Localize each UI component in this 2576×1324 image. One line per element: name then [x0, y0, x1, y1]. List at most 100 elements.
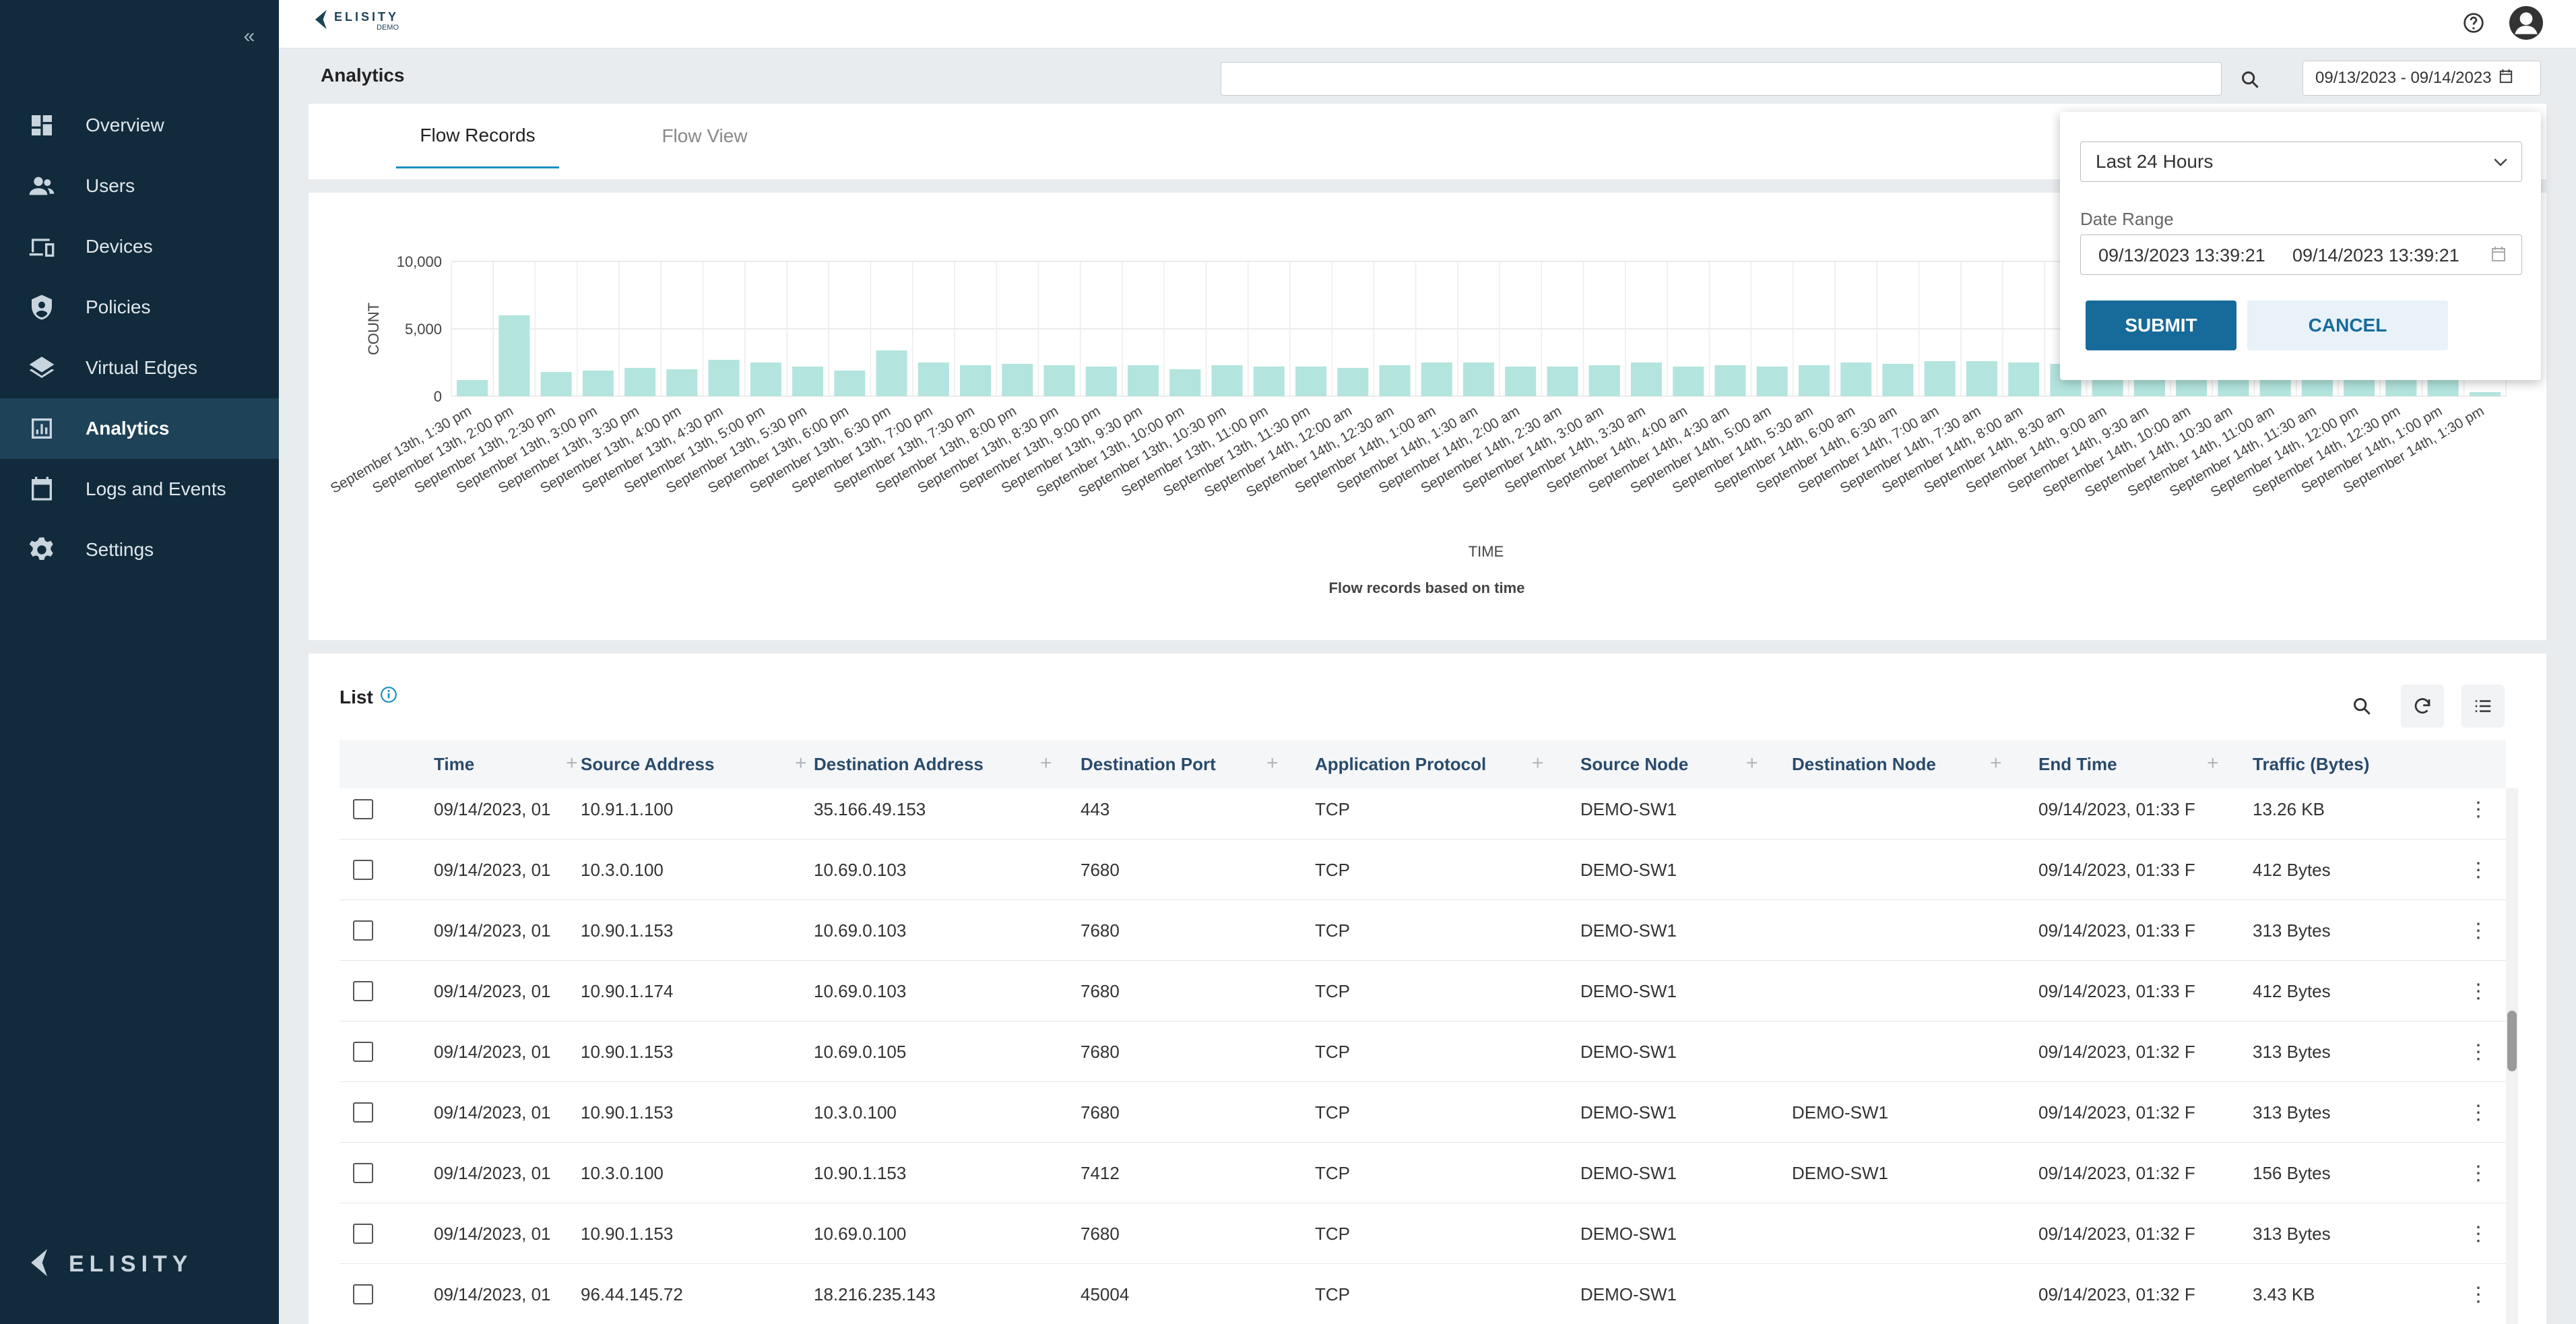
- column-header-destination-port[interactable]: Destination Port: [1081, 753, 1216, 774]
- row-checkbox[interactable]: [353, 1163, 373, 1183]
- chart-bar[interactable]: [792, 367, 824, 396]
- date-range-from[interactable]: 09/13/2023 13:39:21: [2098, 245, 2265, 265]
- column-resize-handle[interactable]: +: [1532, 752, 1544, 774]
- table-row[interactable]: 09/14/2023, 01 10.90.1.153 10.69.0.105 7680…: [340, 1021, 2506, 1082]
- row-menu-icon[interactable]: ⋮: [2468, 858, 2488, 881]
- chart-bar[interactable]: [1673, 367, 1704, 396]
- sidebar-item-devices[interactable]: Devices: [0, 216, 279, 277]
- chart-bar[interactable]: [1337, 368, 1369, 396]
- column-resize-handle[interactable]: +: [1040, 752, 1052, 774]
- row-checkbox[interactable]: [353, 799, 373, 819]
- chart-bar[interactable]: [1085, 367, 1117, 396]
- row-menu-icon[interactable]: ⋮: [2468, 1101, 2488, 1124]
- chart-bar[interactable]: [498, 315, 530, 396]
- chart-bar[interactable]: [1547, 367, 1578, 396]
- row-checkbox[interactable]: [353, 1224, 373, 1244]
- row-checkbox[interactable]: [353, 981, 373, 1001]
- table-row[interactable]: 09/14/2023, 01 10.3.0.100 10.69.0.103 7680 T…: [340, 840, 2506, 900]
- chart-bar[interactable]: [1002, 364, 1033, 396]
- column-header-time[interactable]: Time: [434, 753, 475, 774]
- chart-bar[interactable]: [457, 380, 488, 396]
- chart-bar[interactable]: [2469, 392, 2501, 396]
- chart-bar[interactable]: [1379, 365, 1411, 396]
- cancel-button[interactable]: CANCEL: [2247, 301, 2448, 350]
- preset-range-select[interactable]: Last 24 Hours: [2080, 141, 2522, 182]
- info-icon[interactable]: [380, 686, 397, 708]
- row-menu-icon[interactable]: ⋮: [2468, 1222, 2488, 1245]
- chart-bar[interactable]: [1882, 364, 1914, 396]
- help-icon[interactable]: [2460, 9, 2487, 36]
- sidebar-item-policies[interactable]: Policies: [0, 277, 279, 338]
- table-row[interactable]: 09/14/2023, 01 10.91.1.100 35.166.49.153 44…: [340, 788, 2506, 840]
- table-row[interactable]: 09/14/2023, 01 10.3.0.100 10.90.1.153 7412 T…: [340, 1143, 2506, 1203]
- chart-bar[interactable]: [1756, 367, 1788, 396]
- column-resize-handle[interactable]: +: [1266, 752, 1279, 774]
- column-resize-handle[interactable]: +: [1990, 752, 2002, 774]
- chart-bar[interactable]: [1253, 367, 1285, 396]
- submit-button[interactable]: SUBMIT: [2086, 301, 2236, 350]
- tab-flow-view[interactable]: Flow View: [662, 125, 748, 146]
- collapse-sidebar-icon[interactable]: «: [243, 25, 255, 47]
- chart-bar[interactable]: [1714, 365, 1746, 396]
- chart-bar[interactable]: [1505, 367, 1537, 396]
- row-menu-icon[interactable]: ⋮: [2468, 919, 2488, 942]
- chart-bar[interactable]: [876, 350, 907, 396]
- row-checkbox[interactable]: [353, 1042, 373, 1062]
- column-resize-handle[interactable]: +: [2207, 752, 2219, 774]
- global-search-input[interactable]: [1221, 62, 2222, 96]
- date-range-input[interactable]: 09/13/2023 13:39:21 09/14/2023 13:39:21: [2080, 234, 2522, 275]
- chart-bar[interactable]: [540, 372, 572, 396]
- column-header-source-node[interactable]: Source Node: [1580, 753, 1689, 774]
- chart-bar[interactable]: [666, 369, 698, 396]
- list-search-icon[interactable]: [2340, 685, 2383, 728]
- chart-bar[interactable]: [1798, 365, 1830, 396]
- sidebar-item-logs-and-events[interactable]: Logs and Events: [0, 459, 279, 519]
- table-row[interactable]: 09/14/2023, 01 10.90.1.174 10.69.0.103 7680…: [340, 961, 2506, 1021]
- column-header-destination-node[interactable]: Destination Node: [1792, 753, 1936, 774]
- chart-bar[interactable]: [750, 362, 781, 396]
- sidebar-item-settings[interactable]: Settings: [0, 519, 279, 580]
- chart-bar[interactable]: [1211, 365, 1243, 396]
- refresh-icon[interactable]: [2401, 685, 2444, 728]
- chart-bar[interactable]: [1043, 365, 1075, 396]
- table-row[interactable]: 09/14/2023, 01 10.90.1.153 10.3.0.100 7680 T…: [340, 1082, 2506, 1143]
- row-checkbox[interactable]: [353, 920, 373, 941]
- chart-bar[interactable]: [1421, 362, 1452, 396]
- column-header-traffic-bytes[interactable]: Traffic (Bytes): [2253, 753, 2370, 774]
- calendar-icon[interactable]: [2490, 246, 2507, 267]
- chart-bar[interactable]: [708, 360, 740, 396]
- user-avatar-icon[interactable]: [2509, 5, 2544, 40]
- date-range-to[interactable]: 09/14/2023 13:39:21: [2292, 245, 2459, 265]
- column-header-destination-address[interactable]: Destination Address: [814, 753, 984, 774]
- chart-bar[interactable]: [1966, 361, 1997, 396]
- column-settings-icon[interactable]: [2461, 685, 2505, 728]
- sidebar-item-virtual-edges[interactable]: Virtual Edges: [0, 338, 279, 398]
- top-logo[interactable]: ELISITY DEMO: [313, 8, 399, 34]
- row-menu-icon[interactable]: ⋮: [2468, 980, 2488, 1003]
- chart-bar[interactable]: [1588, 365, 1620, 396]
- table-row[interactable]: 09/14/2023, 01 10.90.1.153 10.69.0.103 7680…: [340, 900, 2506, 961]
- chart-bar[interactable]: [1630, 362, 1663, 396]
- column-header-application-protocol[interactable]: Application Protocol: [1315, 753, 1487, 774]
- chart-bar[interactable]: [2008, 362, 2040, 396]
- date-range-field[interactable]: 09/13/2023 - 09/14/2023: [2303, 61, 2541, 96]
- chart-bar[interactable]: [1924, 361, 1956, 396]
- sidebar-item-analytics[interactable]: Analytics: [0, 398, 279, 459]
- row-menu-icon[interactable]: ⋮: [2468, 1283, 2488, 1306]
- row-checkbox[interactable]: [353, 1284, 373, 1304]
- sidebar-item-users[interactable]: Users: [0, 156, 279, 216]
- column-resize-handle[interactable]: +: [1746, 752, 1758, 774]
- sidebar-item-overview[interactable]: Overview: [0, 95, 279, 156]
- table-row[interactable]: 09/14/2023, 01 96.44.145.72 18.216.235.143…: [340, 1264, 2506, 1324]
- chart-bar[interactable]: [1295, 367, 1327, 396]
- chart-bar[interactable]: [834, 371, 866, 396]
- chart-bar[interactable]: [1128, 365, 1159, 396]
- column-header-source-address[interactable]: Source Address: [581, 753, 715, 774]
- column-header-end-time[interactable]: End Time: [2038, 753, 2117, 774]
- chart-bar[interactable]: [1169, 369, 1201, 396]
- table-row[interactable]: 09/14/2023, 01 10.90.1.153 10.69.0.100 7680…: [340, 1203, 2506, 1264]
- chart-bar[interactable]: [582, 371, 614, 396]
- chart-bar[interactable]: [1462, 362, 1495, 396]
- chart-bar[interactable]: [960, 365, 992, 396]
- row-checkbox[interactable]: [353, 1102, 373, 1123]
